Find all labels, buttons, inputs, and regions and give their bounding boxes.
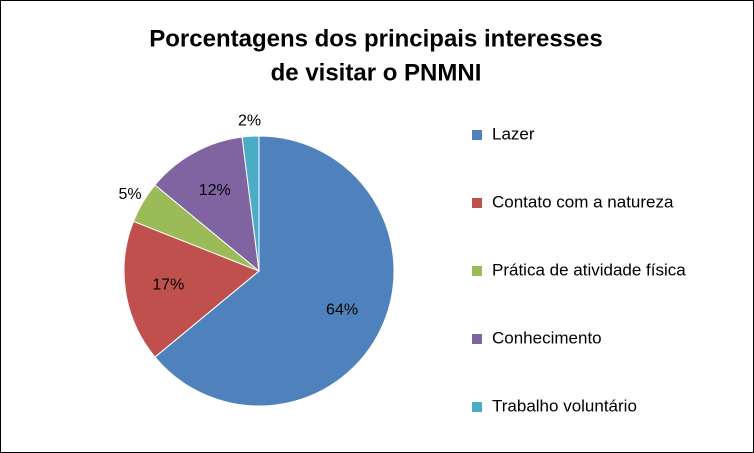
legend-label: Conhecimento: [492, 328, 602, 347]
legend-swatch: [472, 402, 482, 412]
pie-slice: [154, 135, 395, 407]
data-label: 17%: [152, 277, 184, 294]
legend-swatch: [472, 334, 482, 344]
legend-swatch: [472, 266, 482, 276]
pie-slice: [241, 135, 260, 272]
legend-swatch: [472, 130, 482, 140]
pie-slice: [123, 220, 260, 358]
legend-label: Lazer: [492, 124, 535, 143]
pie-slice: [154, 136, 260, 273]
data-label: 5%: [118, 186, 141, 203]
data-label: 2%: [238, 113, 261, 130]
legend-label: Prática de atividade física: [492, 260, 686, 279]
chart-title: de visitar o PNMNI: [271, 59, 482, 86]
legend-swatch: [472, 198, 482, 208]
data-label: 64%: [326, 301, 358, 318]
chart-title: Porcentagens dos principais interesses: [149, 25, 603, 52]
legend-label: Trabalho voluntário: [492, 396, 637, 415]
data-label: 12%: [199, 182, 231, 199]
legend-label: Contato com a natureza: [492, 192, 674, 211]
